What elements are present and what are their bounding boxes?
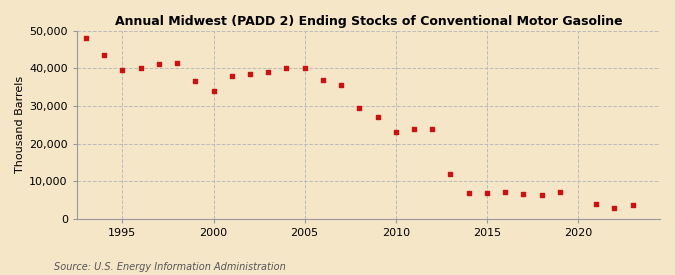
Point — [117, 68, 128, 72]
Text: Source: U.S. Energy Information Administration: Source: U.S. Energy Information Administ… — [54, 262, 286, 272]
Point — [299, 66, 310, 70]
Point — [263, 70, 273, 74]
Point — [317, 77, 328, 82]
Point — [500, 190, 510, 194]
Point — [244, 72, 255, 76]
Point — [408, 126, 419, 131]
Point — [445, 172, 456, 176]
Title: Annual Midwest (PADD 2) Ending Stocks of Conventional Motor Gasoline: Annual Midwest (PADD 2) Ending Stocks of… — [115, 15, 622, 28]
Point — [171, 60, 182, 65]
Point — [335, 83, 346, 87]
Point — [591, 202, 601, 206]
Point — [190, 79, 200, 84]
Point — [390, 130, 401, 134]
Point — [99, 53, 109, 57]
Point — [463, 190, 474, 195]
Point — [609, 205, 620, 210]
Y-axis label: Thousand Barrels: Thousand Barrels — [15, 76, 25, 173]
Point — [427, 127, 437, 131]
Point — [481, 190, 492, 195]
Point — [518, 192, 529, 197]
Point — [80, 36, 91, 40]
Point — [281, 66, 292, 70]
Point — [554, 190, 565, 194]
Point — [372, 115, 383, 119]
Point — [226, 74, 237, 78]
Point — [208, 89, 219, 93]
Point — [135, 66, 146, 70]
Point — [536, 193, 547, 197]
Point — [153, 62, 164, 67]
Point — [627, 202, 638, 207]
Point — [354, 106, 364, 110]
